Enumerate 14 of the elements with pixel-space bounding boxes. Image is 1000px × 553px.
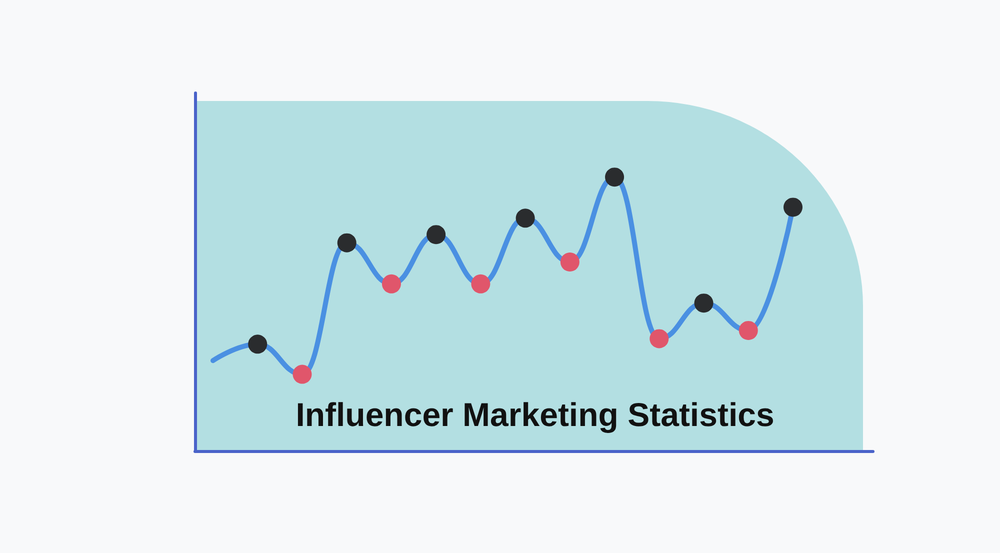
point <box>426 225 446 244</box>
point <box>337 233 356 252</box>
point <box>784 198 802 217</box>
point <box>248 334 268 354</box>
point <box>738 320 758 340</box>
text: Influencer Marketing Statistics <box>296 396 774 433</box>
point <box>650 329 669 348</box>
point <box>292 364 312 384</box>
point <box>560 252 580 272</box>
point <box>471 274 490 294</box>
point <box>694 294 714 313</box>
point <box>516 208 535 228</box>
point <box>605 168 624 187</box>
point <box>382 274 401 294</box>
